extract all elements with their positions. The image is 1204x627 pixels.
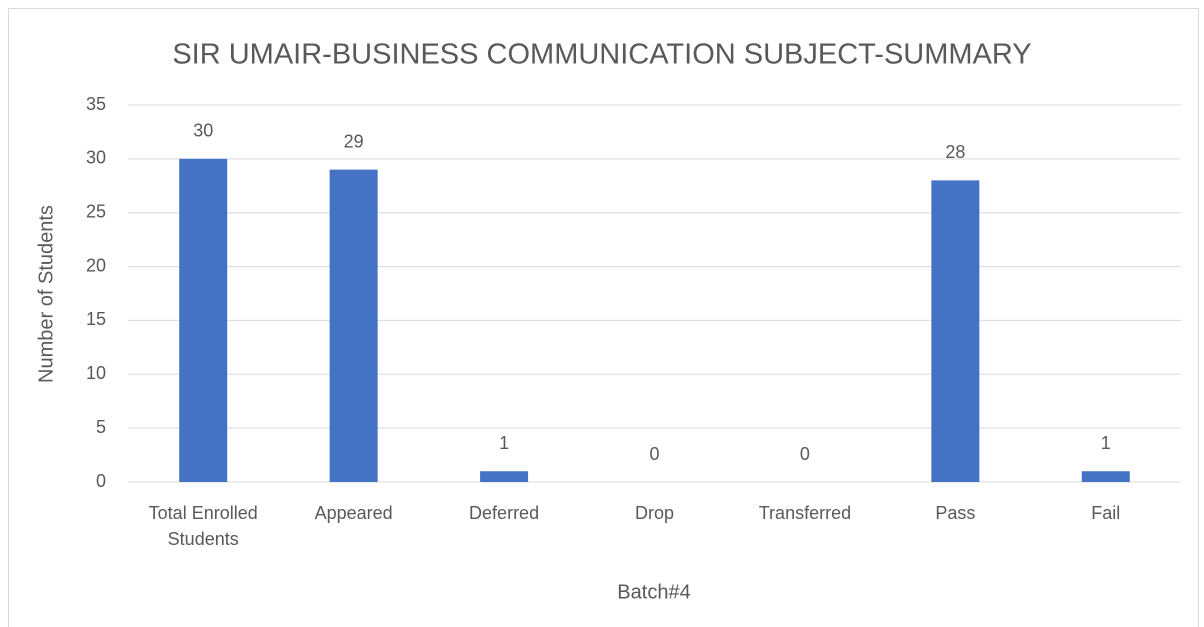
chart-title: SIR UMAIR-BUSINESS COMMUNICATION SUBJECT… [172, 39, 1031, 71]
bar [179, 158, 228, 482]
x-tick-label: Appeared [315, 503, 393, 523]
data-label: 29 [344, 131, 364, 151]
bar [1081, 471, 1130, 482]
y-axis-title: Number of Students [35, 205, 57, 383]
y-tick-label: 15 [86, 309, 106, 329]
y-tick-label: 0 [96, 471, 106, 491]
bar [931, 180, 980, 482]
y-tick-label: 35 [86, 94, 106, 114]
bar [480, 471, 529, 482]
data-label: 1 [1101, 433, 1111, 453]
x-axis-title: Batch#4 [617, 581, 690, 603]
data-label: 0 [800, 444, 810, 464]
x-tick-label: Transferred [759, 503, 851, 523]
y-tick-label: 5 [96, 417, 106, 437]
data-label: 30 [193, 121, 213, 141]
x-tick-label: Deferred [469, 503, 539, 523]
x-tick-label: Drop [635, 503, 674, 523]
y-tick-label: 25 [86, 201, 106, 221]
x-tick-label: Fail [1091, 503, 1120, 523]
data-label: 1 [499, 433, 509, 453]
y-tick-label: 10 [86, 363, 106, 383]
data-label: 0 [649, 444, 659, 464]
bar [329, 169, 378, 482]
y-tick-label: 20 [86, 255, 106, 275]
y-tick-label: 30 [86, 148, 106, 168]
data-label: 28 [945, 142, 965, 162]
x-tick-label: Pass [935, 503, 975, 523]
x-tick-label: Total Enrolled Students [149, 503, 258, 549]
